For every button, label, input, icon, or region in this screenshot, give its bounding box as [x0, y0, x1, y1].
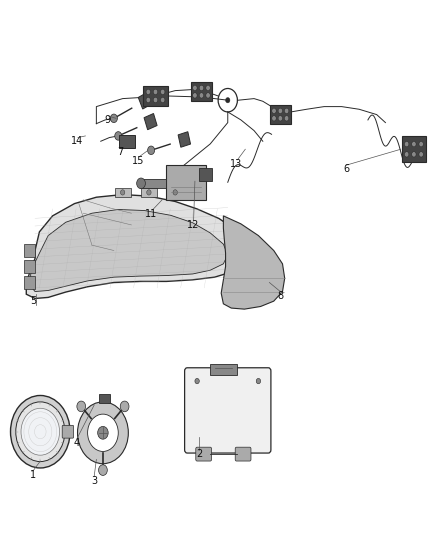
FancyBboxPatch shape	[62, 425, 74, 438]
Circle shape	[226, 98, 230, 103]
Text: 4: 4	[74, 439, 80, 448]
Circle shape	[11, 395, 70, 468]
Polygon shape	[31, 209, 228, 292]
Circle shape	[404, 141, 409, 147]
FancyBboxPatch shape	[199, 168, 212, 181]
Circle shape	[160, 89, 165, 94]
Polygon shape	[178, 132, 191, 147]
Circle shape	[147, 190, 151, 195]
Circle shape	[120, 401, 129, 412]
Text: 3: 3	[91, 476, 97, 486]
Circle shape	[193, 93, 197, 98]
Circle shape	[412, 152, 416, 157]
Circle shape	[77, 401, 86, 412]
Polygon shape	[221, 216, 285, 309]
Circle shape	[206, 85, 210, 91]
FancyBboxPatch shape	[99, 394, 110, 403]
Text: 12: 12	[187, 220, 199, 230]
Circle shape	[21, 408, 60, 455]
Circle shape	[419, 141, 423, 147]
Circle shape	[148, 146, 155, 155]
Text: 2: 2	[196, 449, 202, 459]
Circle shape	[110, 114, 117, 123]
Text: 11: 11	[145, 209, 157, 219]
FancyBboxPatch shape	[143, 86, 167, 106]
Polygon shape	[144, 114, 157, 130]
Polygon shape	[26, 195, 250, 298]
Circle shape	[160, 98, 165, 103]
Circle shape	[173, 190, 177, 195]
FancyBboxPatch shape	[402, 136, 426, 162]
FancyBboxPatch shape	[166, 165, 206, 200]
Text: 1: 1	[30, 471, 36, 480]
FancyBboxPatch shape	[115, 188, 131, 197]
Circle shape	[272, 108, 276, 114]
Text: 14: 14	[71, 136, 83, 146]
Polygon shape	[138, 92, 152, 109]
Circle shape	[199, 85, 204, 91]
Circle shape	[153, 98, 158, 103]
Circle shape	[206, 93, 210, 98]
Circle shape	[412, 141, 416, 147]
Circle shape	[284, 108, 289, 114]
Text: 7: 7	[117, 147, 124, 157]
FancyBboxPatch shape	[235, 447, 251, 461]
Circle shape	[120, 190, 125, 195]
Circle shape	[115, 132, 122, 140]
Text: 13: 13	[230, 159, 243, 168]
Circle shape	[256, 378, 261, 384]
Circle shape	[98, 426, 108, 439]
FancyBboxPatch shape	[140, 179, 166, 188]
Circle shape	[195, 378, 199, 384]
Circle shape	[284, 116, 289, 121]
Circle shape	[278, 108, 283, 114]
FancyBboxPatch shape	[24, 276, 35, 289]
FancyBboxPatch shape	[191, 82, 212, 101]
Circle shape	[146, 89, 150, 94]
FancyBboxPatch shape	[270, 105, 291, 124]
Text: 8: 8	[277, 291, 283, 301]
Text: 9: 9	[104, 115, 110, 125]
FancyBboxPatch shape	[24, 260, 35, 273]
Circle shape	[16, 402, 65, 462]
Text: 15: 15	[132, 156, 144, 166]
Circle shape	[146, 98, 150, 103]
Circle shape	[272, 116, 276, 121]
FancyBboxPatch shape	[167, 188, 183, 197]
FancyBboxPatch shape	[24, 244, 35, 257]
Text: 5: 5	[30, 296, 36, 306]
Text: 6: 6	[343, 164, 349, 174]
FancyBboxPatch shape	[119, 134, 135, 148]
Circle shape	[404, 152, 409, 157]
FancyBboxPatch shape	[196, 447, 212, 461]
Circle shape	[99, 465, 107, 475]
FancyBboxPatch shape	[210, 364, 237, 375]
Circle shape	[153, 89, 158, 94]
Circle shape	[419, 152, 423, 157]
FancyBboxPatch shape	[141, 188, 157, 197]
Circle shape	[193, 85, 197, 91]
Circle shape	[88, 414, 118, 451]
Circle shape	[137, 178, 145, 189]
Circle shape	[278, 116, 283, 121]
FancyBboxPatch shape	[184, 368, 271, 453]
Circle shape	[199, 93, 204, 98]
Circle shape	[78, 402, 128, 464]
